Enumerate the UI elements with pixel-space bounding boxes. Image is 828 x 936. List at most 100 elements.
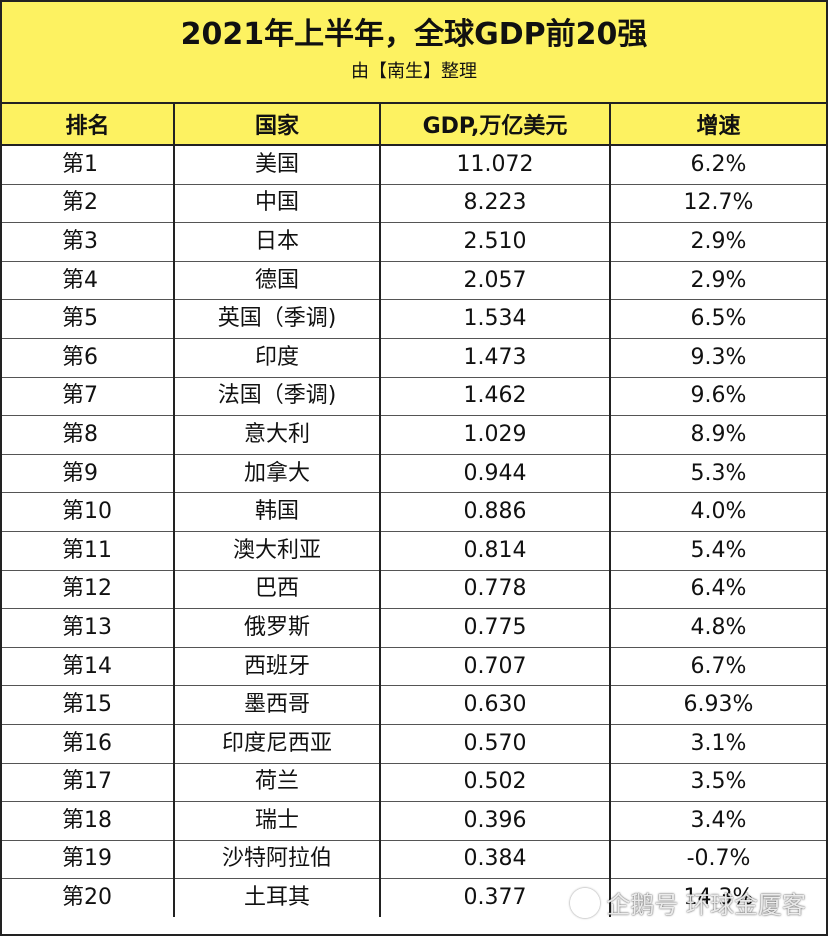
table-row: 第2 中国 8.223 12.7% (2, 183, 826, 224)
page-subtitle: 由【南生】整理 (351, 61, 477, 82)
rank-cell: 第11 (2, 530, 175, 571)
country-cell: 澳大利亚 (173, 530, 381, 571)
gdp-cell: 2.057 (379, 260, 611, 301)
rank-cell: 第18 (2, 801, 175, 841)
table-row: 第6 印度 1.473 9.3% (2, 337, 826, 378)
country-cell: 德国 (173, 260, 381, 301)
table-row: 第16 印度尼西亚 0.570 3.1% (2, 723, 826, 764)
gdp-cell: 0.944 (379, 453, 611, 494)
table-header: 排名 国家 GDP,万亿美元 增速 (2, 104, 826, 146)
country-cell: 印度 (173, 337, 381, 378)
column-header-country: 国家 (173, 104, 381, 146)
rank-cell: 第7 (2, 376, 175, 417)
growth-cell: 12.7% (609, 183, 826, 224)
rank-cell: 第20 (2, 878, 175, 917)
rank-cell: 第15 (2, 685, 175, 725)
growth-cell: 6.7% (609, 646, 826, 687)
column-header-gdp: GDP,万亿美元 (379, 104, 611, 146)
rank-cell: 第4 (2, 260, 175, 301)
country-cell: 加拿大 (173, 453, 381, 494)
table-row: 第20 土耳其 0.377 14.3% (2, 878, 826, 917)
rank-cell: 第19 (2, 839, 175, 880)
table-row: 第3 日本 2.510 2.9% (2, 222, 826, 262)
growth-cell: 6.4% (609, 569, 826, 610)
growth-cell: 3.5% (609, 762, 826, 803)
table-row: 第17 荷兰 0.502 3.5% (2, 762, 826, 803)
country-cell: 墨西哥 (173, 685, 381, 725)
growth-cell: 3.1% (609, 723, 826, 764)
table-row: 第13 俄罗斯 0.775 4.8% (2, 608, 826, 648)
rank-cell: 第12 (2, 569, 175, 610)
table-row: 第7 法国（季调) 1.462 9.6% (2, 376, 826, 417)
country-cell: 韩国 (173, 492, 381, 532)
rank-cell: 第5 (2, 299, 175, 339)
growth-cell: 8.9% (609, 415, 826, 455)
page-title: 2021年上半年，全球GDP前20强 (180, 17, 648, 52)
table-row: 第15 墨西哥 0.630 6.93% (2, 685, 826, 725)
growth-cell: -0.7% (609, 839, 826, 880)
growth-cell: 14.3% (609, 878, 826, 917)
rank-cell: 第17 (2, 762, 175, 803)
growth-cell: 3.4% (609, 801, 826, 841)
gdp-cell: 1.462 (379, 376, 611, 417)
growth-cell: 2.9% (609, 222, 826, 262)
country-cell: 巴西 (173, 569, 381, 610)
growth-cell: 9.3% (609, 337, 826, 378)
table-row: 第19 沙特阿拉伯 0.384 -0.7% (2, 839, 826, 880)
country-cell: 印度尼西亚 (173, 723, 381, 764)
table-row: 第9 加拿大 0.944 5.3% (2, 453, 826, 494)
gdp-cell: 1.534 (379, 299, 611, 339)
table-row: 第1 美国 11.072 6.2% (2, 144, 826, 185)
country-cell: 俄罗斯 (173, 608, 381, 648)
country-cell: 意大利 (173, 415, 381, 455)
table-row: 第5 英国（季调) 1.534 6.5% (2, 299, 826, 339)
rank-cell: 第2 (2, 183, 175, 224)
gdp-cell: 0.384 (379, 839, 611, 880)
country-cell: 沙特阿拉伯 (173, 839, 381, 880)
gdp-cell: 0.396 (379, 801, 611, 841)
growth-cell: 9.6% (609, 376, 826, 417)
rank-cell: 第1 (2, 144, 175, 185)
country-cell: 荷兰 (173, 762, 381, 803)
gdp-cell: 0.814 (379, 530, 611, 571)
country-cell: 西班牙 (173, 646, 381, 687)
gdp-cell: 0.778 (379, 569, 611, 610)
table-row: 第10 韩国 0.886 4.0% (2, 492, 826, 532)
rank-cell: 第13 (2, 608, 175, 648)
gdp-cell: 1.473 (379, 337, 611, 378)
gdp-cell: 1.029 (379, 415, 611, 455)
rank-cell: 第14 (2, 646, 175, 687)
country-cell: 法国（季调) (173, 376, 381, 417)
gdp-cell: 0.630 (379, 685, 611, 725)
gdp-cell: 0.570 (379, 723, 611, 764)
rank-cell: 第10 (2, 492, 175, 532)
table-row: 第18 瑞士 0.396 3.4% (2, 801, 826, 841)
growth-cell: 5.3% (609, 453, 826, 494)
header-row: 排名 国家 GDP,万亿美元 增速 (2, 104, 826, 146)
country-cell: 土耳其 (173, 878, 381, 917)
growth-cell: 6.5% (609, 299, 826, 339)
gdp-cell: 0.775 (379, 608, 611, 648)
growth-cell: 2.9% (609, 260, 826, 301)
column-header-growth: 增速 (609, 104, 826, 146)
table-row: 第8 意大利 1.029 8.9% (2, 415, 826, 455)
gdp-cell: 0.502 (379, 762, 611, 803)
table-body: 第1 美国 11.072 6.2% 第2 中国 8.223 12.7% 第3 日本 2.510 2.9… (2, 144, 826, 917)
table-row: 第4 德国 2.057 2.9% (2, 260, 826, 301)
growth-cell: 6.2% (609, 144, 826, 185)
rank-cell: 第8 (2, 415, 175, 455)
title-block: 2021年上半年，全球GDP前20强 由【南生】整理 (2, 2, 826, 104)
gdp-cell: 0.377 (379, 878, 611, 917)
table-row: 第11 澳大利亚 0.814 5.4% (2, 530, 826, 571)
rank-cell: 第3 (2, 222, 175, 262)
column-header-rank: 排名 (2, 104, 175, 146)
country-cell: 中国 (173, 183, 381, 224)
gdp-table: 排名 国家 GDP,万亿美元 增速 第1 美国 11.072 6.2% 第2 中国 8.22… (2, 104, 826, 917)
gdp-cell: 0.886 (379, 492, 611, 532)
gdp-cell: 2.510 (379, 222, 611, 262)
gdp-cell: 11.072 (379, 144, 611, 185)
rank-cell: 第16 (2, 723, 175, 764)
rank-cell: 第9 (2, 453, 175, 494)
country-cell: 日本 (173, 222, 381, 262)
